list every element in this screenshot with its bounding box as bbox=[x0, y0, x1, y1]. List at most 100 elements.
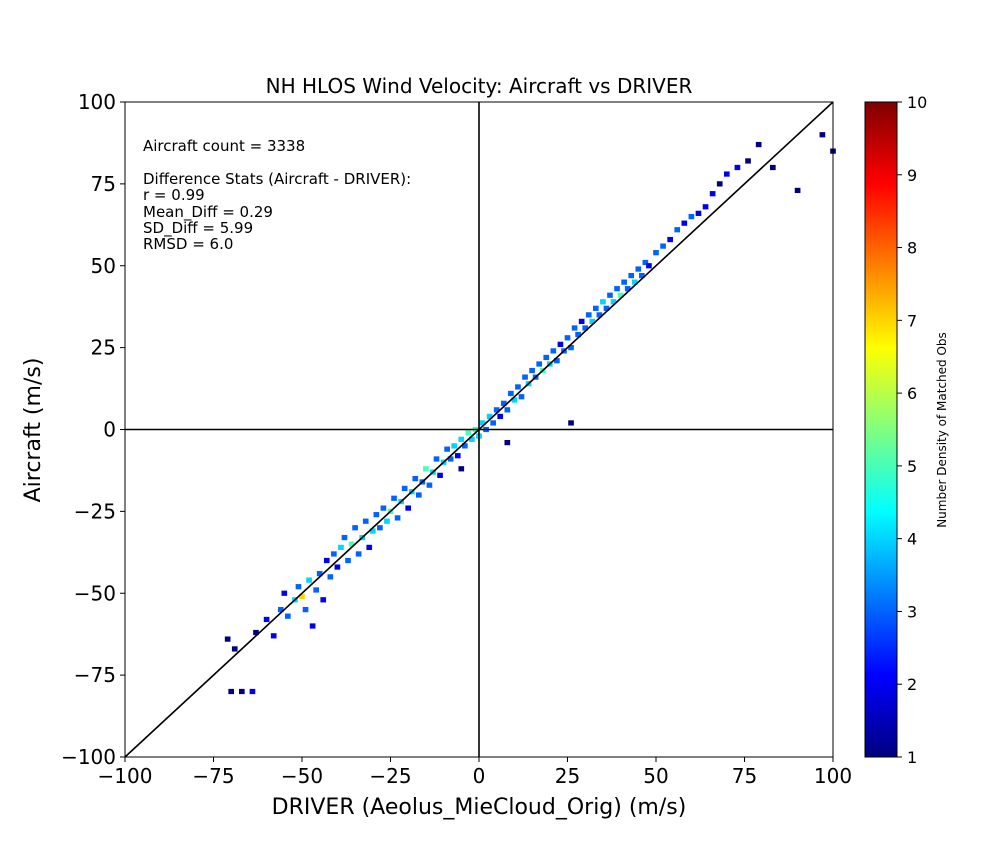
density-cell bbox=[515, 384, 521, 390]
density-cell bbox=[681, 220, 688, 226]
density-cell bbox=[369, 528, 376, 534]
chart-title: NH HLOS Wind Velocity: Aircraft vs DRIVE… bbox=[266, 74, 693, 98]
density-cell bbox=[518, 394, 525, 400]
density-cell bbox=[458, 436, 465, 442]
density-cell bbox=[628, 272, 635, 279]
density-cell bbox=[734, 164, 741, 171]
density-cell bbox=[624, 286, 631, 292]
stats-annotation: Aircraft count = 3338 Difference Stats (… bbox=[143, 137, 411, 253]
density-cell bbox=[646, 263, 652, 269]
density-cell bbox=[231, 646, 238, 652]
density-cell bbox=[377, 525, 383, 531]
density-cell bbox=[589, 318, 596, 325]
density-cell bbox=[323, 557, 330, 564]
y-tick-label: 75 bbox=[91, 172, 116, 196]
density-cell bbox=[447, 456, 454, 462]
density-cell bbox=[653, 250, 659, 256]
density-cell bbox=[614, 286, 620, 292]
x-tick-label: −50 bbox=[281, 764, 323, 788]
density-cell bbox=[819, 132, 826, 138]
density-cell bbox=[582, 325, 589, 331]
density-cell bbox=[320, 597, 327, 603]
colorbar-tick-label: 8 bbox=[907, 239, 917, 258]
density-cell bbox=[238, 688, 245, 695]
density-cell bbox=[568, 345, 574, 351]
density-cell bbox=[306, 577, 312, 583]
density-cell bbox=[249, 688, 256, 695]
density-cell bbox=[543, 354, 550, 361]
colorbar-tick-label: 7 bbox=[907, 311, 917, 330]
y-tick-label: 50 bbox=[91, 254, 116, 278]
density-cell bbox=[550, 348, 557, 354]
x-tick-label: 75 bbox=[732, 764, 757, 788]
density-cell bbox=[263, 616, 270, 623]
density-cell bbox=[277, 607, 284, 613]
y-tick-label: −25 bbox=[74, 499, 116, 523]
colorbar-tick-label: 1 bbox=[907, 748, 917, 767]
y-tick-label: 25 bbox=[91, 336, 116, 360]
density-cell bbox=[327, 574, 334, 580]
density-cell bbox=[224, 636, 231, 642]
density-cell bbox=[500, 400, 507, 406]
density-cell bbox=[716, 181, 723, 187]
density-cell bbox=[575, 331, 581, 338]
colorbar-label: Number Density of Matched Obs bbox=[935, 332, 949, 528]
density-cell bbox=[660, 243, 666, 249]
density-cell bbox=[465, 430, 472, 436]
density-cell bbox=[401, 485, 408, 492]
density-cell bbox=[755, 141, 762, 148]
density-cell bbox=[469, 436, 475, 442]
density-cell bbox=[451, 443, 458, 449]
density-cell bbox=[415, 492, 422, 498]
colorbar-tick-label: 9 bbox=[907, 166, 917, 185]
y-tick-label: −75 bbox=[74, 663, 116, 687]
density-cell bbox=[769, 164, 776, 171]
density-cell bbox=[674, 227, 681, 233]
density-cell bbox=[394, 515, 401, 521]
density-cell bbox=[610, 299, 617, 305]
density-cell bbox=[444, 446, 450, 452]
x-tick-label: −25 bbox=[369, 764, 411, 788]
colorbar-tick-label: 10 bbox=[907, 93, 927, 112]
rmsd-annotation: RMSD = 6.0 bbox=[143, 235, 233, 253]
density-cell bbox=[631, 279, 638, 285]
density-cell bbox=[688, 214, 695, 220]
density-cell bbox=[621, 279, 627, 285]
density-cell bbox=[639, 272, 645, 279]
density-cell bbox=[331, 551, 337, 557]
density-cell bbox=[603, 305, 610, 311]
colorbar-ticks: 1 2 3 4 5 6 7 8 9 10 bbox=[897, 93, 927, 767]
density-cell bbox=[285, 613, 291, 619]
density-cell bbox=[281, 590, 288, 596]
density-cell bbox=[497, 413, 504, 420]
density-cell bbox=[486, 413, 493, 420]
density-cell bbox=[437, 472, 443, 478]
density-cell bbox=[522, 374, 528, 380]
colorbar: 1 2 3 4 5 6 7 8 9 10 bbox=[864, 93, 927, 767]
density-cell bbox=[316, 570, 323, 577]
density-cell bbox=[709, 191, 716, 197]
y-axis-label: Aircraft (m/s) bbox=[21, 358, 46, 503]
colorbar-tick-label: 6 bbox=[907, 384, 917, 403]
density-cell bbox=[454, 453, 461, 459]
colorbar-tick-label: 3 bbox=[907, 602, 917, 621]
density-cell bbox=[702, 204, 709, 210]
colorbar-bar bbox=[864, 101, 898, 758]
density-cell bbox=[635, 266, 642, 272]
count-annotation: Aircraft count = 3338 bbox=[143, 137, 305, 155]
density-cell bbox=[299, 593, 305, 600]
y-tick-label: −100 bbox=[61, 745, 116, 769]
density-cell bbox=[405, 505, 412, 511]
density-cell bbox=[341, 534, 348, 541]
reference-lines bbox=[124, 101, 834, 758]
y-axis: −100 −75 −50 −25 0 25 50 75 100 bbox=[61, 90, 125, 769]
x-tick-label: 100 bbox=[814, 764, 852, 788]
density-cell bbox=[578, 318, 585, 325]
density-cell bbox=[462, 443, 468, 449]
density-cell bbox=[228, 688, 235, 695]
density-cell bbox=[695, 210, 702, 216]
density-cell bbox=[642, 259, 649, 266]
mean-diff-annotation: Mean_Diff = 0.29 bbox=[143, 203, 273, 222]
